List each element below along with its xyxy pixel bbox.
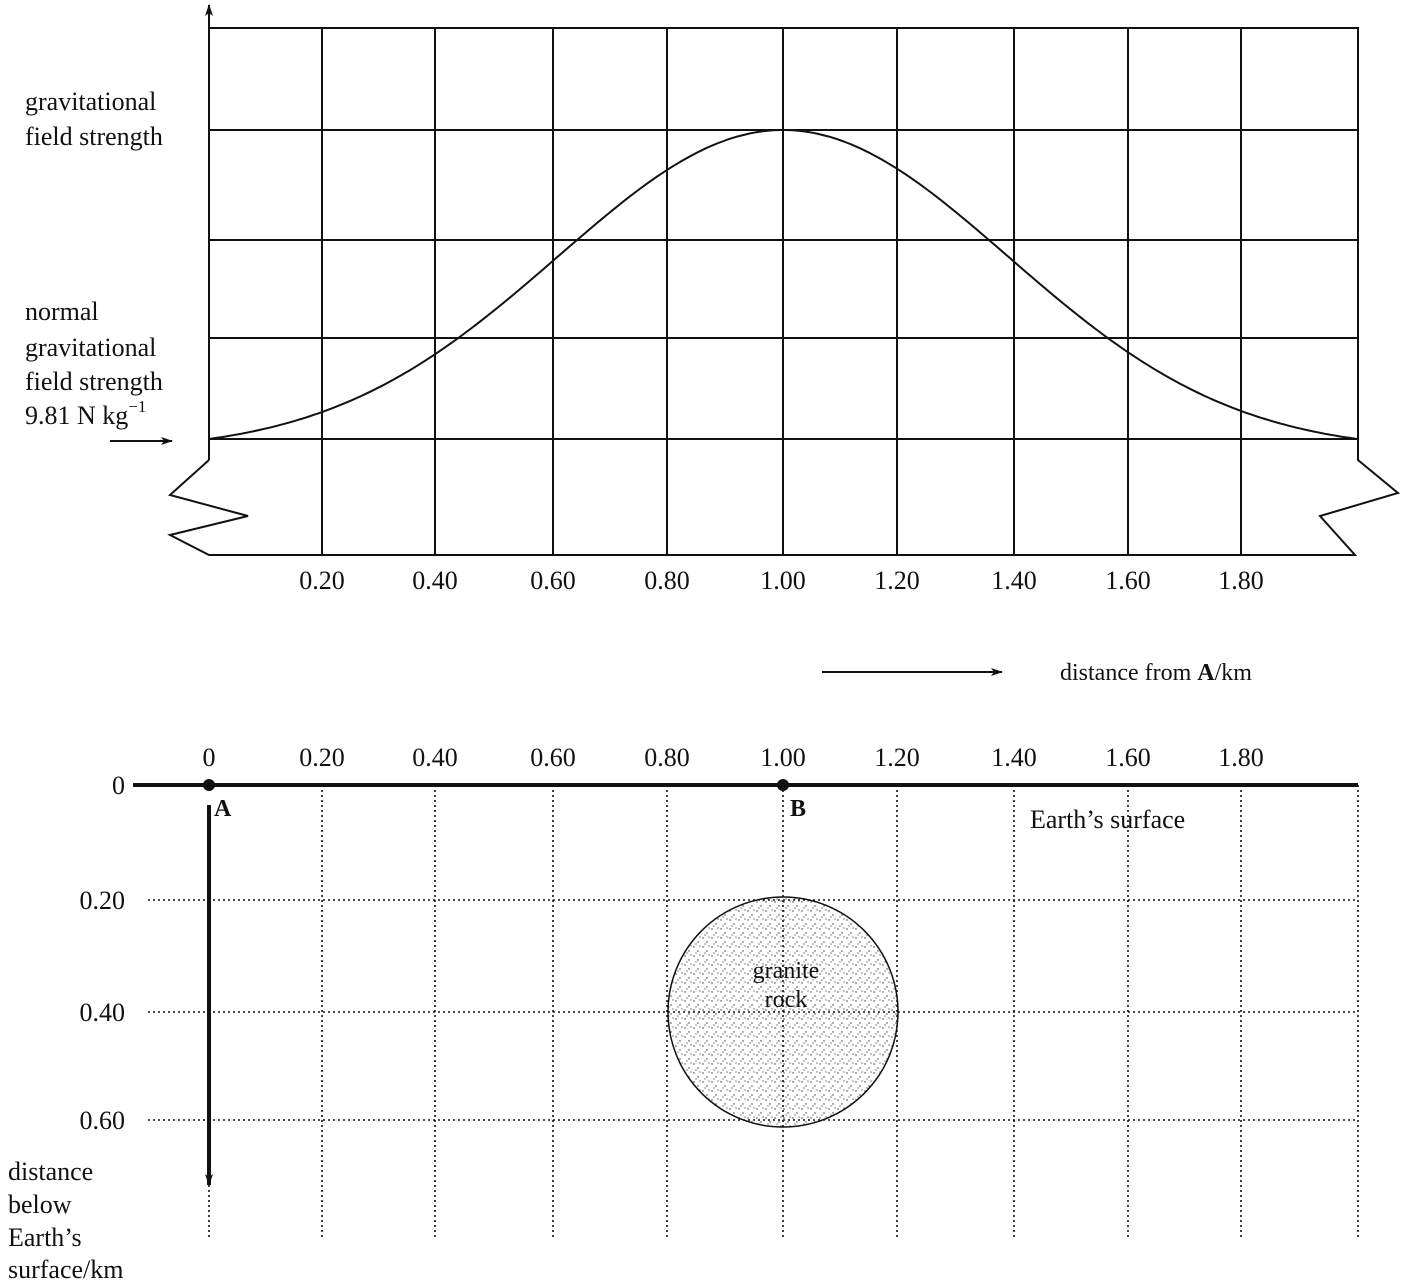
rock-label: rock xyxy=(765,987,808,1013)
normal-value-text: 9.81 N kg xyxy=(25,401,128,430)
depth-label: surface/km xyxy=(8,1255,124,1284)
x-tick-label: 0.40 xyxy=(412,743,458,772)
x-tick-label: 0.80 xyxy=(644,566,690,595)
surface-label: Earth’s surface xyxy=(1030,805,1185,834)
x-tick-label: 0.20 xyxy=(299,743,345,772)
y-tick-label: 0.20 xyxy=(80,886,126,915)
y-label: field strength xyxy=(25,122,163,151)
x-label: distance from A/km xyxy=(1060,660,1252,686)
normal-value: 9.81 N kg−1 xyxy=(25,397,146,430)
point-b xyxy=(777,779,789,791)
normal-label: gravitational xyxy=(25,333,156,362)
point-a xyxy=(203,779,215,791)
x-label-bold: A xyxy=(1197,660,1215,686)
x-tick-label: 1.80 xyxy=(1218,566,1264,595)
x-tick-label: 0.60 xyxy=(530,566,576,595)
x-tick-label: 1.40 xyxy=(991,566,1037,595)
x-label-suffix: /km xyxy=(1215,660,1253,686)
x-tick-label: 0.80 xyxy=(644,743,690,772)
depth-label: below xyxy=(8,1190,72,1219)
x-tick-label: 0 xyxy=(203,743,216,772)
normal-label: field strength xyxy=(25,367,163,396)
cross-section: 0.60 0.40 0.20 0 1.80 1.60 1.40 1.20 1.00 0.80 0.6… xyxy=(8,743,1359,1284)
y-tick-label: 0.60 xyxy=(80,1106,126,1135)
depth-label: Earth’s xyxy=(8,1223,82,1252)
point-b-label: B xyxy=(790,796,806,822)
point-a-label: A xyxy=(214,796,232,822)
y-tick-label: 0.40 xyxy=(80,998,126,1027)
granite-rock xyxy=(667,896,899,1128)
x-tick-label: 1.20 xyxy=(874,743,920,772)
depth-label: distance xyxy=(8,1157,93,1186)
x-tick-label: 0.60 xyxy=(530,743,576,772)
x-label-prefix: distance from xyxy=(1060,660,1197,686)
x-tick-label: 1.00 xyxy=(760,743,806,772)
y-tick-label: 0 xyxy=(112,771,125,800)
frame xyxy=(167,27,1401,556)
x-tick-label: 1.80 xyxy=(1218,743,1264,772)
graph: 1.80 1.60 1.40 1.20 1.00 0.80 0.60 0.40 0.20 gra… xyxy=(25,4,1401,686)
normal-label: normal xyxy=(25,297,99,326)
x-tick-label: 1.40 xyxy=(991,743,1037,772)
x-tick-label: 1.60 xyxy=(1105,743,1151,772)
normal-value-exponent: −1 xyxy=(128,397,146,416)
y-label: gravitational xyxy=(25,87,156,116)
x-tick-label: 1.60 xyxy=(1105,566,1151,595)
x-tick-label: 0.20 xyxy=(299,566,345,595)
x-tick-label: 0.40 xyxy=(412,566,458,595)
rock-label: granite xyxy=(753,958,820,984)
x-tick-label: 1.20 xyxy=(874,566,920,595)
x-tick-label: 1.00 xyxy=(760,566,806,595)
